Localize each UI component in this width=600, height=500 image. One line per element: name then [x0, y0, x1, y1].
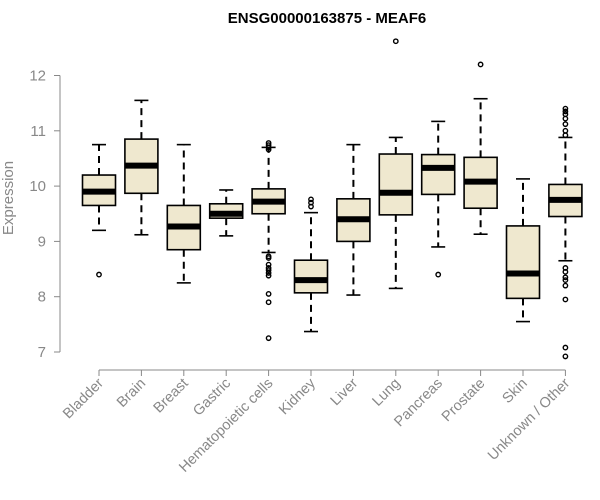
- outlier-point: [265, 299, 272, 306]
- outlier-point: [265, 255, 272, 261]
- box-hematopoietic-cells: [251, 140, 286, 342]
- outlier-point: [562, 353, 569, 360]
- outlier-point: [265, 146, 272, 153]
- x-tick-label: Liver: [328, 375, 362, 409]
- box-skin: [505, 178, 541, 323]
- x-tick-label: Brain: [114, 376, 149, 411]
- outlier-point: [562, 132, 569, 139]
- box-brain: [124, 99, 159, 236]
- outlier-point: [562, 344, 569, 351]
- box-unknown-other: [548, 105, 583, 360]
- outlier-point: [265, 267, 272, 274]
- outlier-point: [562, 115, 569, 122]
- box-lung: [378, 38, 414, 290]
- outlier-point: [562, 277, 569, 284]
- y-axis-label: Expression: [0, 161, 17, 235]
- outlier-point: [562, 105, 569, 112]
- box-pancreas: [420, 120, 456, 278]
- box-body: [293, 259, 329, 294]
- x-tick-label: Lung: [369, 376, 403, 410]
- outlier-point: [265, 335, 272, 342]
- x-tick-label: Unknown / Other: [485, 375, 573, 463]
- outlier-point: [96, 271, 102, 278]
- outlier-point: [265, 291, 272, 297]
- outlier-point: [562, 108, 569, 115]
- box-breast: [166, 143, 202, 284]
- y-tick-label: 10: [29, 178, 46, 195]
- x-tick-label: Breast: [151, 376, 192, 417]
- outlier-point: [562, 121, 569, 128]
- outlier-point: [265, 272, 272, 279]
- outlier-point: [562, 296, 569, 303]
- y-tick-label: 8: [38, 289, 46, 306]
- x-tick-label: Kidney: [276, 375, 319, 418]
- x-tick-label: Prostate: [439, 376, 488, 425]
- y-axis: 7 8 9 10 11 12: [29, 68, 61, 361]
- box-gastric: [208, 189, 244, 237]
- outlier-point: [308, 196, 314, 203]
- x-tick-label: Bladder: [60, 375, 107, 422]
- outlier-point: [265, 270, 272, 276]
- y-tick-label: 12: [29, 68, 46, 85]
- y-tick-label: 7: [38, 344, 46, 361]
- plot-area: [81, 38, 583, 360]
- outlier-point: [562, 274, 569, 281]
- box-body: [420, 153, 456, 196]
- outlier-point: [562, 282, 569, 289]
- box-body: [378, 153, 414, 216]
- y-tick-label: 11: [30, 123, 46, 140]
- outlier-point: [477, 61, 484, 68]
- box-body: [505, 225, 541, 300]
- chart-title: ENSG00000163875 - MEAF6: [228, 10, 426, 27]
- box-prostate: [463, 61, 498, 236]
- x-tick-label: Skin: [500, 376, 531, 407]
- box-bladder: [81, 143, 117, 278]
- outlier-point: [265, 144, 272, 151]
- box-liver: [336, 143, 371, 296]
- y-tick-label: 9: [38, 233, 46, 250]
- outlier-point: [562, 268, 569, 275]
- outlier-point: [265, 261, 272, 268]
- outlier-point: [392, 38, 399, 45]
- outlier-point: [435, 271, 442, 278]
- box-kidney: [293, 196, 329, 333]
- outlier-point: [308, 203, 314, 210]
